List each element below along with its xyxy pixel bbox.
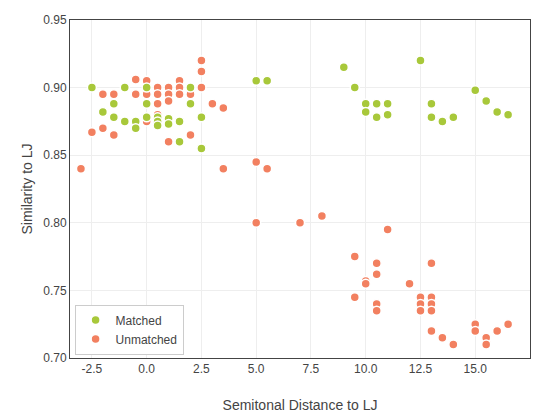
svg-text:Similarity to LJ: Similarity to LJ xyxy=(19,143,35,234)
svg-text:0.95: 0.95 xyxy=(43,13,67,27)
svg-text:Unmatched: Unmatched xyxy=(116,333,177,347)
svg-text:0.90: 0.90 xyxy=(43,81,67,95)
svg-text:0.85: 0.85 xyxy=(43,148,67,162)
svg-text:5.0: 5.0 xyxy=(248,362,265,376)
svg-text:0.70: 0.70 xyxy=(43,351,67,365)
svg-text:7.5: 7.5 xyxy=(303,362,320,376)
svg-text:2.5: 2.5 xyxy=(193,362,210,376)
svg-text:12.5: 12.5 xyxy=(409,362,433,376)
svg-text:-2.5: -2.5 xyxy=(82,362,103,376)
svg-text:0.75: 0.75 xyxy=(43,284,67,298)
svg-text:15.0: 15.0 xyxy=(464,362,488,376)
svg-text:Matched: Matched xyxy=(116,314,162,328)
svg-text:0.0: 0.0 xyxy=(138,362,155,376)
svg-text:Semitonal Distance to LJ: Semitonal Distance to LJ xyxy=(223,397,378,413)
svg-text:0.80: 0.80 xyxy=(43,216,67,230)
svg-text:10.0: 10.0 xyxy=(354,362,378,376)
